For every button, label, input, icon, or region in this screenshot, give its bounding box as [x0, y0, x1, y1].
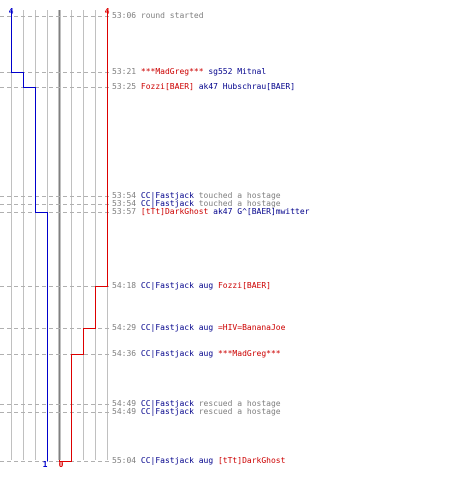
event-row: 53:06 round started — [112, 11, 204, 21]
event-player-or-weapon: CC|Fastjack — [140, 407, 194, 416]
event-player-or-weapon: sg552 — [203, 67, 238, 76]
event-action: touched a hostage — [193, 199, 281, 208]
event-player-or-weapon: aug — [193, 456, 218, 465]
event-player-or-weapon: aug — [193, 349, 218, 358]
event-row: 53:25 Fozzi[BAER] ak47 Hubschrau[BAER] — [112, 82, 295, 92]
event-row: 55:04 CC|Fastjack aug [tTt]DarkGhost — [112, 456, 285, 466]
event-player-or-weapon: [tTt]DarkGhost — [217, 456, 286, 465]
event-player-or-weapon: Fozzi[BAER] — [140, 82, 194, 91]
event-player-or-weapon: Fozzi[BAER] — [217, 281, 271, 290]
event-time: 54:49 — [112, 407, 141, 416]
event-time: 53:54 — [112, 199, 141, 208]
red-start-count: 4 — [105, 7, 110, 16]
event-player-or-weapon: ***MadGreg*** — [217, 349, 281, 358]
blue-team-alive-line — [11, 10, 48, 462]
event-time: 54:29 — [112, 323, 141, 332]
event-time: 53:21 — [112, 67, 141, 76]
event-action: rescued a hostage — [193, 407, 281, 416]
event-time: 54:36 — [112, 349, 141, 358]
event-time: 55:04 — [112, 456, 141, 465]
event-player-or-weapon: G^[BAER]mwitter — [237, 207, 310, 216]
event-time: 53:06 — [112, 11, 141, 20]
event-action: rescued a hostage — [193, 399, 281, 408]
event-row: 53:57 [tTt]DarkGhost ak47 G^[BAER]mwitte… — [112, 207, 310, 217]
event-player-or-weapon: CC|Fastjack — [140, 399, 194, 408]
event-player-or-weapon: Hubschrau[BAER] — [222, 82, 296, 91]
event-action: touched a hostage — [193, 191, 281, 200]
event-action: round started — [140, 11, 204, 20]
event-player-or-weapon: ak47 — [208, 207, 238, 216]
event-player-or-weapon: [tTt]DarkGhost — [140, 207, 209, 216]
event-player-or-weapon: aug — [193, 323, 218, 332]
event-time: 54:49 — [112, 399, 141, 408]
event-time: 54:18 — [112, 281, 141, 290]
event-row: 54:49 CC|Fastjack rescued a hostage — [112, 399, 281, 409]
event-player-or-weapon: CC|Fastjack — [140, 281, 194, 290]
event-row: 54:49 CC|Fastjack rescued a hostage — [112, 407, 281, 417]
event-player-or-weapon: CC|Fastjack — [140, 191, 194, 200]
blue-start-count: 4 — [9, 7, 14, 16]
event-row: 54:29 CC|Fastjack aug =HIV=BananaJoe — [112, 323, 285, 333]
event-player-or-weapon: ***MadGreg*** — [140, 67, 204, 76]
blue-end-count: 1 — [43, 460, 48, 469]
event-player-or-weapon: CC|Fastjack — [140, 199, 194, 208]
event-time: 53:25 — [112, 82, 141, 91]
event-row: 54:18 CC|Fastjack aug Fozzi[BAER] — [112, 281, 271, 291]
event-player-or-weapon: CC|Fastjack — [140, 456, 194, 465]
event-player-or-weapon: ak47 — [193, 82, 223, 91]
event-player-or-weapon: =HIV=BananaJoe — [217, 323, 286, 332]
event-player-or-weapon: CC|Fastjack — [140, 323, 194, 332]
event-row: 53:54 CC|Fastjack touched a hostage — [112, 199, 281, 209]
event-time: 53:57 — [112, 207, 141, 216]
red-team-alive-line — [59, 10, 108, 462]
event-row: 54:36 CC|Fastjack aug ***MadGreg*** — [112, 349, 281, 359]
event-player-or-weapon: aug — [193, 281, 218, 290]
red-end-count: 0 — [59, 460, 64, 469]
event-time: 53:54 — [112, 191, 141, 200]
event-row: 53:21 ***MadGreg*** sg552 Mitnal — [112, 67, 266, 77]
event-row: 53:54 CC|Fastjack touched a hostage — [112, 191, 281, 201]
event-player-or-weapon: Mitnal — [237, 67, 267, 76]
event-player-or-weapon: CC|Fastjack — [140, 349, 194, 358]
